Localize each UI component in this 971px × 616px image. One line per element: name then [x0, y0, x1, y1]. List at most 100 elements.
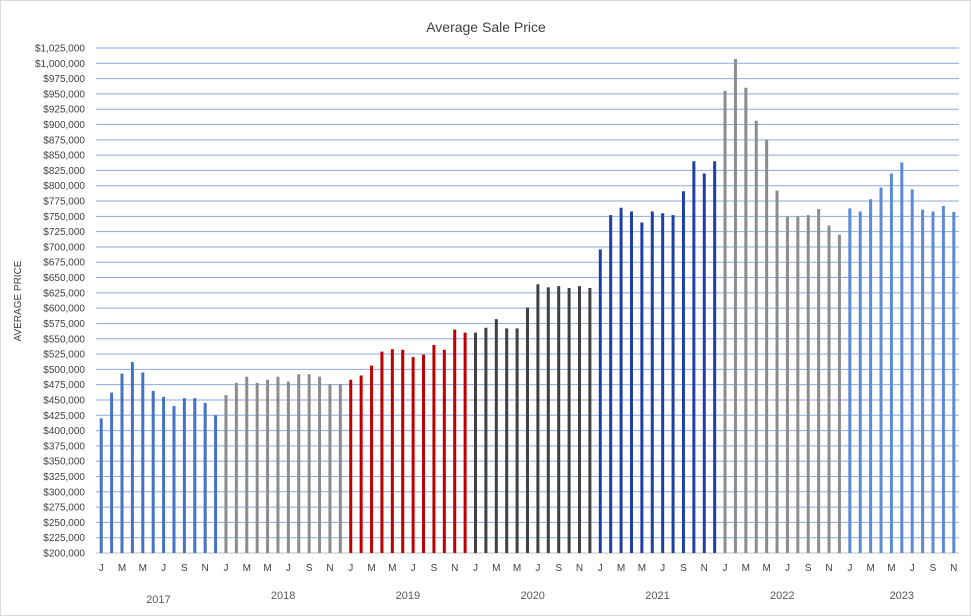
x-tick-label: M	[513, 563, 521, 574]
x-tick-label: J	[660, 563, 665, 574]
bar-2018-6	[276, 376, 280, 553]
x-tick-label: N	[202, 563, 209, 574]
chart-title: Average Sale Price	[426, 19, 546, 35]
bar-2021-11	[702, 173, 706, 553]
bar-2020-8	[546, 287, 550, 553]
bars	[99, 59, 956, 554]
y-tick-label: $575,000	[43, 319, 85, 330]
bar-2022-8	[796, 216, 800, 554]
y-tick-label: $925,000	[43, 105, 85, 116]
bar-2017-3	[120, 373, 124, 553]
bar-2020-11	[577, 286, 581, 553]
year-labels: 2017 2018 2019 2020 2021 2022 2023	[146, 590, 914, 606]
bar-2023-2	[858, 211, 862, 553]
bar-2023-6	[900, 162, 904, 553]
bar-2021-2	[609, 215, 613, 554]
bar-2019-8	[422, 354, 426, 553]
bar-2017-2	[110, 392, 114, 553]
bar-2017-4	[130, 362, 134, 553]
x-tick-label: M	[367, 563, 375, 574]
bar-2017-5	[141, 372, 145, 553]
y-tick-label: $825,000	[43, 166, 85, 177]
x-tick-label: S	[680, 563, 687, 574]
x-tick-label: M	[742, 563, 750, 574]
y-tick-label: $1,025,000	[35, 44, 85, 55]
bar-2023-9	[931, 211, 935, 553]
bar-2018-8	[297, 374, 301, 553]
y-tick-label: $750,000	[43, 212, 85, 223]
bar-2021-3	[619, 207, 623, 553]
bar-2020-2	[484, 327, 488, 553]
x-tick-label: M	[638, 563, 646, 574]
x-tick-label: N	[326, 563, 333, 574]
year-label-2023: 2023	[890, 590, 914, 602]
bar-2021-8	[671, 215, 675, 554]
bar-2019-10	[442, 349, 446, 553]
bar-2018-11	[328, 384, 332, 553]
x-tick-label: M	[866, 563, 874, 574]
bar-2019-1	[349, 379, 353, 553]
bar-2023-10	[941, 205, 945, 553]
bar-2018-4	[255, 382, 259, 553]
year-label-2019: 2019	[396, 590, 420, 602]
bar-2018-12	[338, 384, 342, 553]
x-tick-label: J	[411, 563, 416, 574]
bar-2018-5	[266, 379, 270, 553]
x-tick-label: M	[492, 563, 500, 574]
x-tick-label: M	[388, 563, 396, 574]
bar-2018-7	[286, 381, 290, 553]
bar-2019-7	[411, 357, 415, 553]
x-tick-label: S	[181, 563, 188, 574]
x-tick-label: M	[617, 563, 625, 574]
y-tick-label: $250,000	[43, 518, 85, 529]
x-tick-label: J	[99, 563, 104, 574]
bar-2021-5	[640, 222, 644, 554]
bar-2023-7	[910, 189, 914, 553]
bar-2018-3	[245, 376, 249, 553]
bar-2021-6	[650, 211, 654, 553]
x-tick-label: N	[950, 563, 957, 574]
y-tick-label: $1,000,000	[35, 59, 85, 70]
y-tick-label: $950,000	[43, 89, 85, 100]
bar-2020-1	[474, 332, 478, 553]
bar-2022-4	[754, 120, 758, 554]
x-tick-label: M	[887, 563, 895, 574]
x-tick-label: J	[910, 563, 915, 574]
x-tick-label: M	[243, 563, 251, 574]
y-tick-label: $450,000	[43, 395, 85, 406]
bar-2022-11	[827, 225, 831, 554]
y-tick-label: $875,000	[43, 135, 85, 146]
y-tick-label: $550,000	[43, 334, 85, 345]
x-tick-label: N	[825, 563, 832, 574]
bar-2021-10	[692, 161, 696, 553]
x-tick-label: J	[723, 563, 728, 574]
x-tick-label: S	[306, 563, 313, 574]
x-tick-label: M	[263, 563, 271, 574]
bar-2022-7	[785, 216, 789, 554]
bar-2023-11	[952, 212, 956, 554]
x-tick-label: J	[161, 563, 166, 574]
y-tick-label: $425,000	[43, 411, 85, 422]
x-tick-label: J	[286, 563, 291, 574]
bar-2019-6	[401, 349, 405, 553]
x-tick-label: M	[139, 563, 147, 574]
bar-2023-1	[848, 208, 852, 553]
y-tick-label: $400,000	[43, 426, 85, 437]
x-tick-label: S	[805, 563, 812, 574]
bar-2017-10	[193, 398, 197, 553]
year-label-2021: 2021	[645, 590, 669, 602]
year-label-2022: 2022	[770, 590, 794, 602]
y-tick-label: $700,000	[43, 242, 85, 253]
bar-2019-4	[380, 351, 384, 553]
bar-2021-1	[598, 249, 602, 553]
y-tick-label: $350,000	[43, 457, 85, 468]
bar-2019-2	[359, 375, 363, 553]
bar-2020-12	[588, 287, 592, 553]
y-axis-label: AVERAGE PRICE	[13, 260, 24, 341]
bar-2019-12	[463, 332, 467, 553]
y-tick-label: $800,000	[43, 181, 85, 192]
bar-2023-4	[879, 187, 883, 553]
x-tick-label: J	[535, 563, 540, 574]
